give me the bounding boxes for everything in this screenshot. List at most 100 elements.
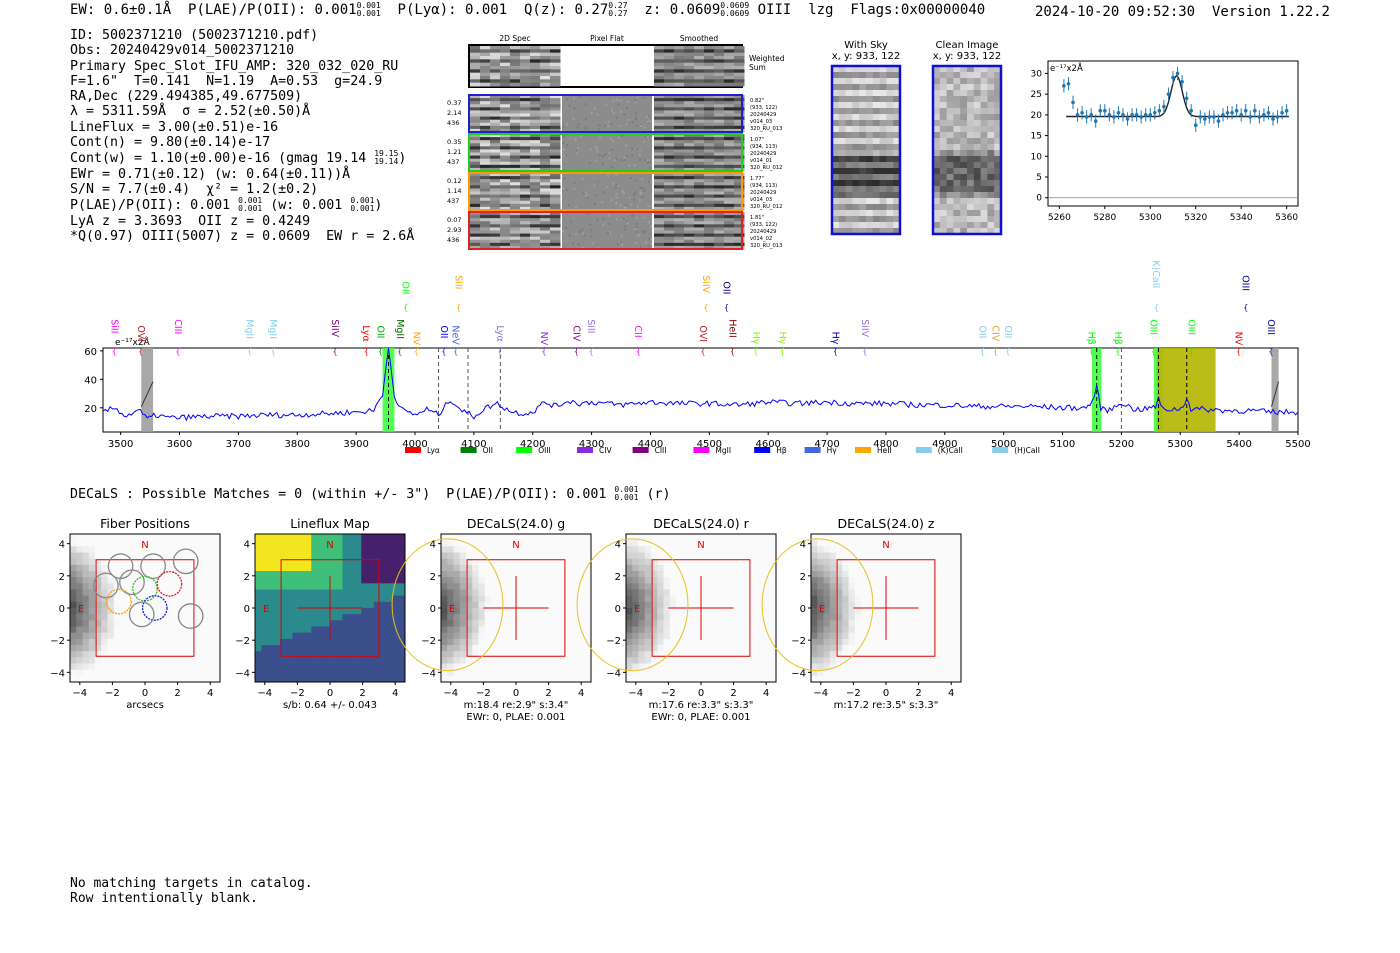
cutout-pixel	[298, 552, 306, 560]
spec-pixel	[674, 62, 685, 67]
cutout-pixel	[355, 577, 362, 584]
cutout-pixel	[170, 577, 177, 584]
cutout-pixel	[255, 608, 262, 615]
cutout-pixel	[694, 577, 702, 584]
cutout-pixel	[638, 540, 646, 547]
cutout-pixel	[182, 632, 190, 640]
cutout-pixel	[547, 583, 554, 590]
cutout-pixel	[547, 645, 554, 652]
cutout-pixel	[707, 540, 714, 547]
hatch-mark	[1271, 381, 1280, 407]
spec-pixel	[470, 224, 481, 228]
sky-pixel	[879, 96, 887, 103]
info-plae: P(LAE)/P(OII): 0.001	[70, 198, 231, 214]
cutout-pixel	[392, 552, 400, 560]
spec-pixel	[684, 95, 695, 99]
sky-pixel	[933, 156, 941, 163]
cutout-pixel	[829, 577, 837, 584]
cutout-pixel	[886, 564, 893, 572]
spec-pixel	[684, 239, 695, 244]
spec-pixel	[550, 146, 561, 150]
spec-pixel	[664, 128, 675, 133]
cutout-pixel	[651, 546, 658, 553]
spec-pixel	[704, 176, 715, 180]
sky-pixel	[872, 90, 881, 97]
cutout-pixel	[694, 564, 702, 572]
sky-pixel	[893, 120, 901, 127]
cutout-pixel	[107, 663, 115, 671]
cutout-pixel	[267, 632, 275, 640]
cutout-pixel	[342, 645, 350, 652]
cutout-pixel	[151, 589, 158, 597]
spec-pixel	[704, 52, 715, 57]
spectral-line-name: NV	[1233, 332, 1244, 346]
cutout-pixel	[713, 669, 721, 677]
spec-pixel	[470, 119, 481, 124]
cutout-pixel	[657, 638, 664, 646]
spec-pixel	[714, 122, 725, 127]
spec-pixel	[490, 107, 501, 111]
cutout-pixel	[82, 558, 90, 566]
spec-pixel	[694, 137, 705, 141]
cutout-pixel	[472, 552, 479, 560]
spec-pixel	[654, 188, 665, 192]
cutout-pixel	[911, 534, 918, 541]
spectral-line-label: Hβ	[1085, 332, 1096, 345]
spec-pixel	[520, 107, 531, 111]
noise-pixel	[641, 195, 644, 198]
cutout-pixel	[829, 583, 837, 590]
cutout-pixel	[541, 608, 548, 615]
sky-pixel	[939, 204, 948, 211]
sky-pixel	[960, 96, 968, 103]
cutout-pixel	[336, 595, 343, 603]
spec-pixel	[694, 104, 705, 108]
cutout-pixel	[207, 614, 215, 621]
spec-pixel	[674, 167, 685, 172]
fiber-right-label: (934, 113)	[750, 183, 777, 189]
cutout-pixel	[904, 540, 912, 547]
spec-pixel	[654, 230, 665, 235]
cutout-pixel	[541, 657, 548, 664]
zoom-data-point	[1221, 113, 1225, 117]
cutout-pixel	[182, 571, 190, 578]
spec-pixel	[520, 146, 531, 150]
sky-pixel	[893, 84, 901, 91]
cutout-pixel	[559, 558, 567, 566]
cutout-pixel	[261, 663, 268, 671]
spec-pixel	[694, 212, 705, 216]
cutout-pixel	[676, 638, 683, 646]
sky-pixel	[973, 108, 982, 115]
cutout-pixel	[195, 589, 202, 597]
fiber-pixel-flat	[562, 134, 652, 172]
cutout-pixel	[861, 534, 868, 541]
spec-pixel	[734, 101, 745, 105]
cutout-pixel	[273, 620, 281, 627]
spec-pixel	[724, 134, 735, 138]
cutout-pixel	[559, 632, 567, 640]
spec-pixel	[674, 122, 685, 127]
spec-pixel	[694, 242, 705, 247]
cutout-pixel	[195, 614, 202, 621]
cutout-pixel	[694, 552, 702, 560]
cutout-pixel	[207, 558, 215, 566]
spec-pixel	[724, 221, 735, 225]
fiber-right-label: 20240429	[750, 229, 776, 235]
cutout-pixel	[626, 675, 633, 683]
spec-pixel	[684, 233, 695, 238]
cutout-pixel	[447, 577, 454, 584]
cutout-pixel	[503, 577, 511, 584]
legend-label: (H)CaII	[1014, 446, 1040, 455]
spec-pixel	[530, 173, 541, 177]
noise-pixel	[604, 153, 607, 156]
cutout-pixel	[447, 540, 454, 547]
cutout-pixel	[101, 663, 108, 671]
cutout-pixel	[305, 552, 312, 560]
cutout-pixel	[763, 540, 771, 547]
cutout-pixel	[848, 589, 856, 597]
cutout-pixel	[917, 577, 924, 584]
sky-pixel	[987, 204, 995, 211]
spec-pixel	[470, 101, 481, 105]
cutout-pixel	[120, 564, 127, 572]
cutout-pixel	[380, 657, 387, 664]
cutout-pixel	[726, 558, 733, 566]
